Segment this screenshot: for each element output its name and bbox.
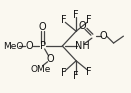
Text: O: O [78, 21, 86, 31]
Text: F: F [86, 67, 92, 77]
Text: F: F [73, 11, 79, 20]
Text: O: O [47, 54, 54, 64]
Text: F: F [86, 15, 92, 25]
Text: O: O [39, 22, 47, 32]
Text: P: P [40, 41, 46, 51]
Text: NH: NH [75, 41, 89, 51]
Text: O: O [100, 31, 108, 41]
Text: F: F [61, 15, 66, 25]
Text: MeO: MeO [3, 41, 23, 50]
Text: O: O [25, 41, 33, 51]
Text: OMe: OMe [31, 65, 51, 74]
Text: F: F [61, 68, 66, 78]
Text: F: F [73, 71, 79, 81]
